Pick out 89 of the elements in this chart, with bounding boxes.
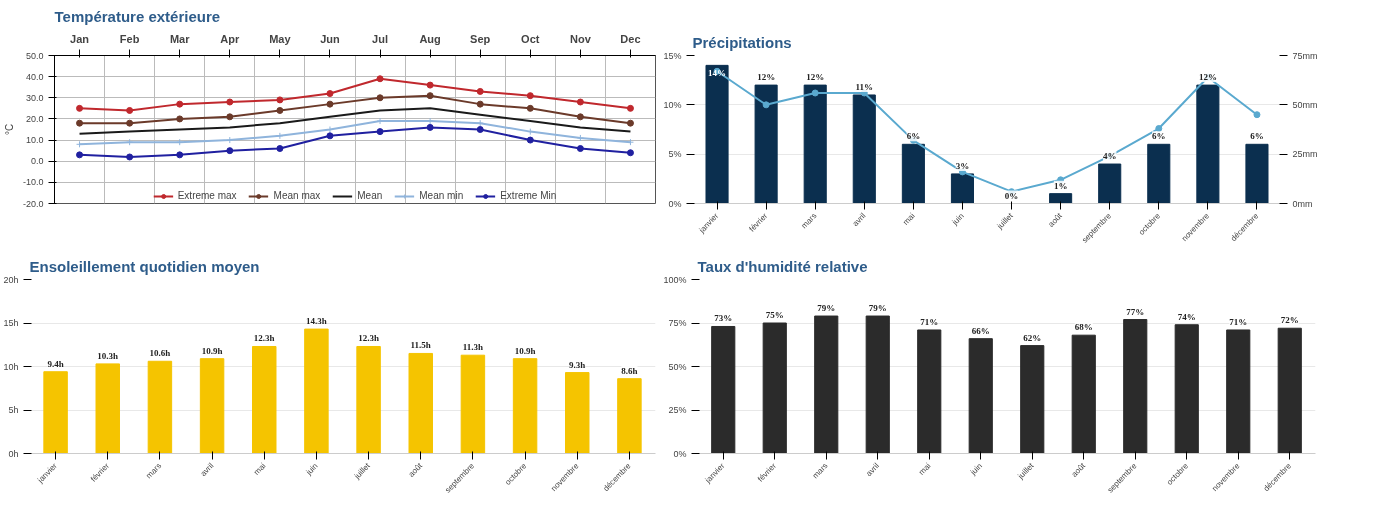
data-label: 10.9h xyxy=(514,345,536,356)
legend-label: Mean min xyxy=(419,190,464,201)
y-tick-label: 0% xyxy=(673,448,687,459)
x-tick-label: mai xyxy=(917,461,933,477)
data-label: 12% xyxy=(757,72,776,83)
data-label: 9.3h xyxy=(569,359,586,370)
y2-tick-label: 50mm xyxy=(1292,99,1318,110)
y2-tick-label: 25mm xyxy=(1292,149,1318,160)
y-tick-label: 20.0 xyxy=(25,113,44,124)
x-tick-label: juin xyxy=(968,461,984,478)
y-tick-label: -10.0 xyxy=(22,177,44,188)
legend-label: Extreme max xyxy=(177,190,237,201)
data-label: 10.3h xyxy=(97,350,119,361)
data-label: 11% xyxy=(855,81,874,92)
data-label: 11.3h xyxy=(462,342,484,353)
chart-title: Ensoleillement quotidien moyen xyxy=(29,257,260,275)
x-tick-label: Sep xyxy=(470,32,491,45)
y2-tick-label: 0mm xyxy=(1292,198,1313,209)
x-tick-label: Dec xyxy=(620,32,641,45)
data-label: 11.5h xyxy=(410,340,431,351)
y-tick-label: 20h xyxy=(3,274,19,285)
x-tick-label: Oct xyxy=(521,32,540,45)
data-label: 6% xyxy=(1152,131,1166,142)
chart-title: Taux d'humidité relative xyxy=(697,257,868,275)
x-tick-label: Jul xyxy=(372,32,388,45)
y-tick-label: 5h xyxy=(8,405,19,415)
data-label: 68% xyxy=(1074,322,1093,333)
x-tick-label: Feb xyxy=(119,32,140,45)
data-label: 3% xyxy=(955,160,970,171)
x-tick-label: mai xyxy=(901,211,917,227)
legend-label: Mean xyxy=(357,190,383,201)
chart-title: Température extérieure xyxy=(54,7,221,25)
y-tick-label: 25% xyxy=(668,405,687,415)
y-tick-label: 10h xyxy=(3,361,19,372)
x-tick-label: Aug xyxy=(419,32,441,45)
y-tick-label: 40.0 xyxy=(25,71,44,82)
data-label: 62% xyxy=(1023,332,1042,343)
data-label: 4% xyxy=(1102,151,1117,162)
legend-label: Mean max xyxy=(273,190,321,201)
data-label: 79% xyxy=(868,303,887,314)
data-label: 71% xyxy=(920,316,939,327)
data-label: 12.3h xyxy=(253,333,275,344)
data-label: 79% xyxy=(817,303,836,314)
chart-title: Précipitations xyxy=(692,33,792,51)
x-tick-label: May xyxy=(269,32,292,45)
y-tick-label: 75% xyxy=(668,318,687,328)
x-tick-label: juin xyxy=(303,461,320,478)
x-tick-label: Jan xyxy=(70,32,90,45)
data-label: 77% xyxy=(1126,306,1145,317)
data-label: 12% xyxy=(806,72,825,83)
y-tick-label: 15h xyxy=(3,318,19,328)
y-tick-label: 5% xyxy=(668,149,682,160)
y-tick-label: -20.0 xyxy=(22,198,44,209)
data-label: 9.4h xyxy=(47,358,64,369)
y-tick-label: 0% xyxy=(668,198,682,209)
y-tick-label: 0.0 xyxy=(30,156,44,167)
y-tick-label: 100% xyxy=(663,274,687,285)
x-tick-label: Nov xyxy=(569,32,592,45)
data-label: 72% xyxy=(1280,315,1299,326)
y-axis-title: °C xyxy=(3,123,15,136)
y-tick-label: 30.0 xyxy=(25,92,44,103)
x-tick-label: juin xyxy=(949,211,966,228)
y-tick-label: 0h xyxy=(8,448,19,459)
data-label: 6% xyxy=(1250,131,1264,142)
data-label: 14.3h xyxy=(306,316,327,327)
data-label: 10.6h xyxy=(149,348,171,359)
legend-label: Extreme Min xyxy=(500,190,557,201)
data-label: 75% xyxy=(765,310,784,320)
x-tick-label: Apr xyxy=(220,32,240,45)
y-tick-label: 50% xyxy=(668,361,687,372)
data-label: 1% xyxy=(1053,180,1068,191)
data-label: 0% xyxy=(1004,190,1019,201)
y2-tick-label: 75mm xyxy=(1292,50,1318,61)
y-tick-label: 10% xyxy=(663,99,682,110)
y-tick-label: 50.0 xyxy=(25,50,44,61)
data-label: 14% xyxy=(708,68,727,79)
data-label: 74% xyxy=(1177,311,1196,322)
x-tick-label: mai xyxy=(252,461,268,477)
data-label: 6% xyxy=(906,131,921,142)
data-label: 10.9h xyxy=(201,345,223,356)
y-tick-label: 10.0 xyxy=(25,135,44,146)
x-tick-label: Jun xyxy=(320,32,341,45)
data-label: 71% xyxy=(1229,316,1248,327)
data-label: 66% xyxy=(971,325,990,336)
data-label: 8.6h xyxy=(621,365,638,376)
y-tick-label: 15% xyxy=(663,50,682,61)
data-label: 12.3h xyxy=(358,333,379,344)
x-tick-label: Mar xyxy=(169,32,191,45)
data-label: 73% xyxy=(714,313,733,324)
